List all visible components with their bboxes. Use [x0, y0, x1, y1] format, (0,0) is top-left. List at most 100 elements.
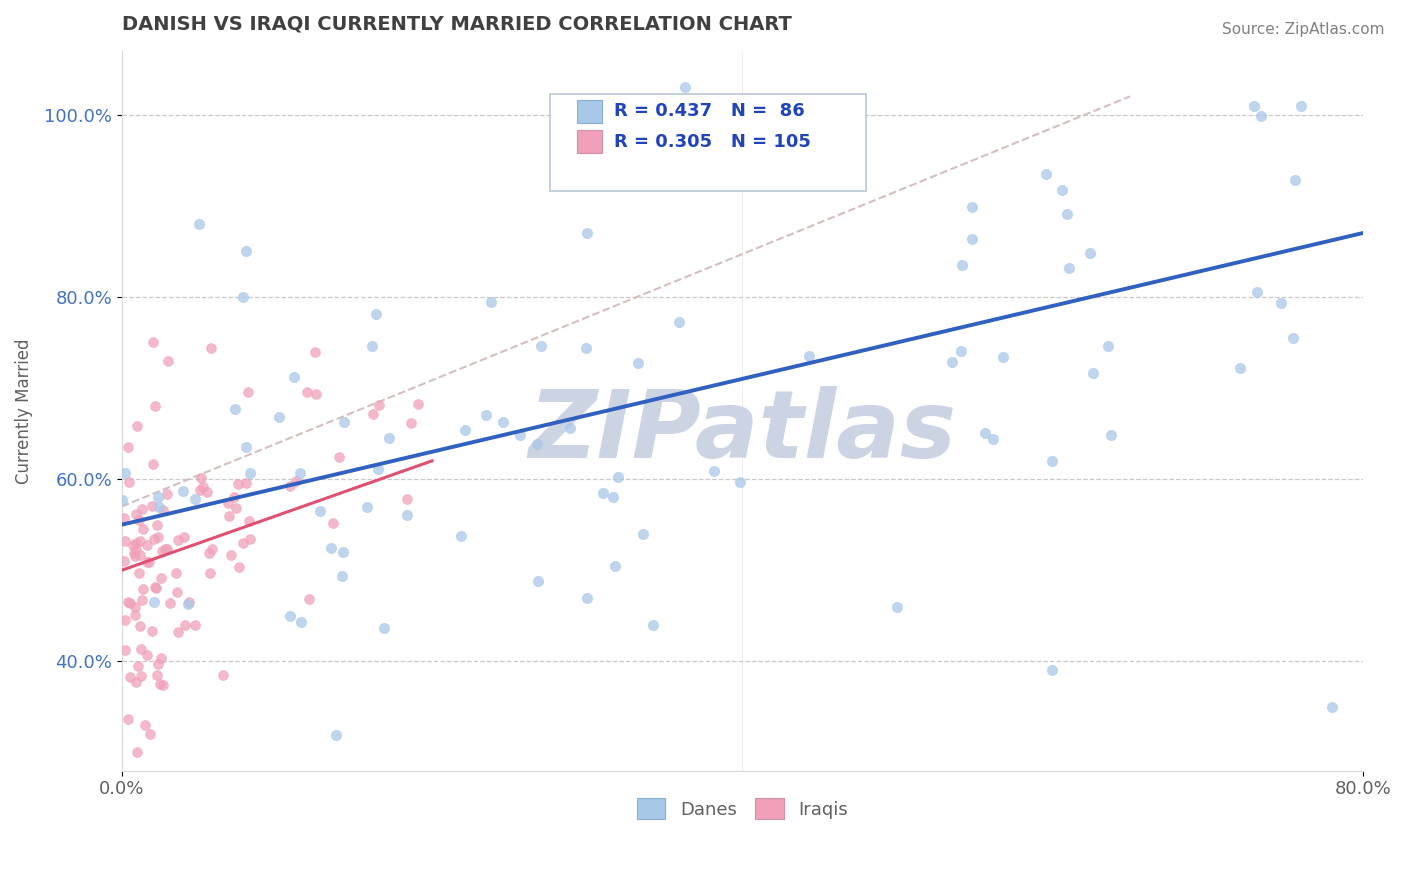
Point	[991, 350, 1014, 364]
Point	[360, 339, 382, 353]
Point	[797, 349, 820, 363]
Point	[172, 484, 194, 499]
Point	[129, 548, 152, 562]
Point	[228, 477, 250, 491]
Point	[219, 548, 242, 562]
Point	[1057, 260, 1080, 275]
Point	[973, 426, 995, 441]
Point	[201, 541, 224, 556]
Point	[122, 546, 145, 560]
Point	[602, 490, 624, 504]
Point	[1081, 366, 1104, 380]
Point	[152, 678, 174, 692]
Point	[1246, 285, 1268, 299]
Point	[228, 560, 250, 574]
Point	[730, 475, 752, 490]
Text: Source: ZipAtlas.com: Source: ZipAtlas.com	[1222, 22, 1385, 37]
Point	[232, 535, 254, 549]
Point	[481, 294, 503, 309]
Point	[143, 580, 166, 594]
Point	[793, 164, 815, 178]
Point	[188, 483, 211, 498]
Point	[288, 466, 311, 480]
Point	[159, 596, 181, 610]
Point	[235, 244, 257, 259]
Point	[1250, 110, 1272, 124]
FancyBboxPatch shape	[550, 94, 866, 191]
Bar	[578, 130, 602, 153]
Point	[1042, 454, 1064, 468]
Point	[356, 500, 378, 514]
Point	[592, 486, 614, 500]
Point	[1281, 331, 1303, 345]
Point	[558, 421, 581, 435]
Point	[156, 487, 179, 501]
Point	[124, 608, 146, 623]
Point	[131, 592, 153, 607]
Point	[122, 537, 145, 551]
Point	[1270, 295, 1292, 310]
Point	[576, 226, 599, 240]
Point	[146, 667, 169, 681]
Point	[304, 345, 326, 359]
Point	[136, 648, 159, 662]
Point	[981, 432, 1004, 446]
Point	[1042, 664, 1064, 678]
Point	[125, 419, 148, 434]
Point	[173, 617, 195, 632]
Point	[526, 436, 548, 450]
Point	[173, 529, 195, 543]
Point	[703, 464, 725, 478]
Text: ZIPatlas: ZIPatlas	[529, 386, 956, 478]
Point	[280, 479, 302, 493]
Point	[218, 508, 240, 523]
Point	[190, 471, 212, 485]
Point	[267, 409, 290, 424]
Point	[127, 658, 149, 673]
Point	[309, 504, 332, 518]
Point	[128, 619, 150, 633]
Point	[184, 491, 207, 506]
Point	[453, 423, 475, 437]
Point	[149, 677, 172, 691]
Point	[127, 746, 149, 760]
Point	[117, 595, 139, 609]
Point	[285, 474, 308, 488]
Point	[117, 712, 139, 726]
Point	[148, 657, 170, 671]
Point	[361, 407, 384, 421]
Point	[114, 613, 136, 627]
Text: R = 0.305   N = 105: R = 0.305 N = 105	[614, 133, 811, 151]
Point	[509, 427, 531, 442]
Point	[373, 621, 395, 635]
Point	[298, 592, 321, 607]
Point	[142, 532, 165, 546]
Point	[1035, 167, 1057, 181]
Point	[530, 339, 553, 353]
Point	[224, 401, 246, 416]
Point	[238, 384, 260, 399]
Point	[960, 200, 983, 214]
Point	[675, 80, 697, 95]
Point	[295, 384, 318, 399]
Point	[283, 370, 305, 384]
Point	[395, 508, 418, 522]
Point	[195, 485, 218, 500]
Point	[166, 625, 188, 640]
Legend: Danes, Iraqis: Danes, Iraqis	[630, 791, 855, 827]
Point	[1243, 98, 1265, 112]
Point	[606, 470, 628, 484]
Point	[141, 499, 163, 513]
Point	[128, 513, 150, 527]
Point	[198, 566, 221, 580]
Point	[118, 596, 141, 610]
Point	[328, 450, 350, 464]
Point	[152, 544, 174, 558]
Point	[166, 585, 188, 599]
Point	[114, 466, 136, 480]
Point	[197, 546, 219, 560]
Point	[131, 642, 153, 657]
Point	[124, 675, 146, 690]
Point	[941, 355, 963, 369]
Point	[150, 571, 173, 585]
